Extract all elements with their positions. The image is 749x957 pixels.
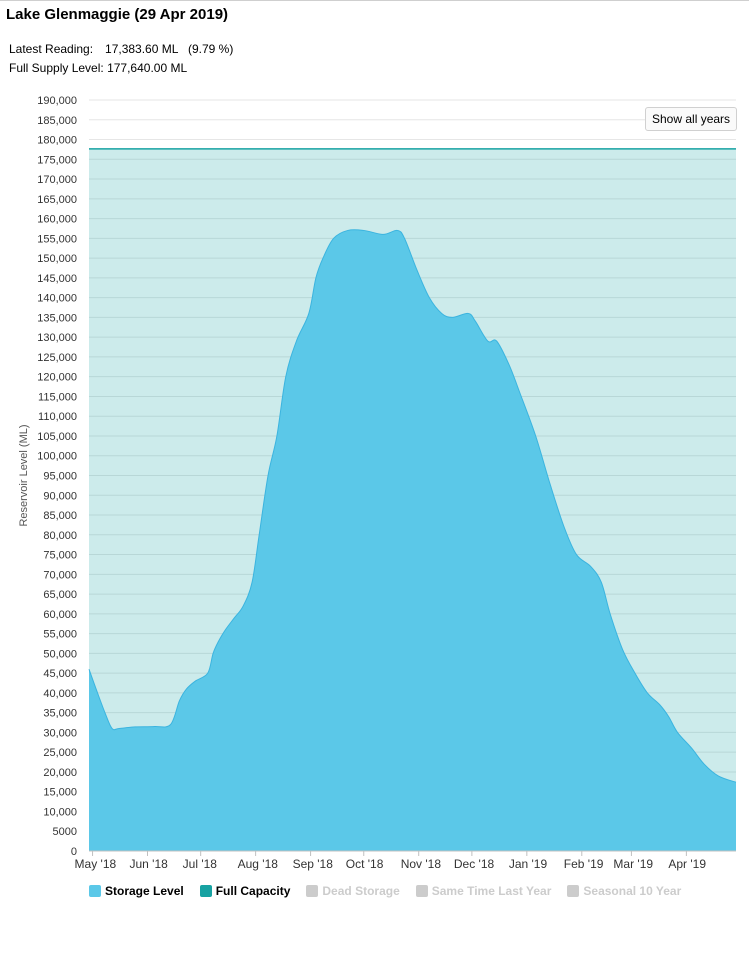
legend-swatch [199,885,212,897]
legend-label: Dead Storage [322,884,400,898]
y-tick-label: 125,000 [37,352,77,364]
legend-label: Same Time Last Year [431,884,552,898]
x-tick-label: Apr '19 [668,857,706,871]
x-tick-label: Mar '19 [613,857,653,871]
y-tick-label: 55,000 [43,629,77,641]
y-tick-label: 0 [71,846,77,858]
x-tick-label: Nov '18 [401,857,442,871]
storage-level-line [88,229,737,783]
y-tick-label: 95,000 [43,471,77,483]
x-tick-label: Dec '18 [454,857,495,871]
y-tick-label: 185,000 [37,115,77,127]
y-tick-label: 85,000 [43,510,77,522]
legend-swatch [567,885,580,897]
y-tick-label: 40,000 [43,688,77,700]
show-all-years-button[interactable]: Show all years [645,107,738,131]
legend-swatch [89,885,101,897]
reservoir-level-chart: May '18 Jun '18 Jul '18 Aug '18 Sep '18 Oct '… [18,95,737,871]
y-tick-label: 60,000 [43,609,77,621]
latest-reading-percent: (9.79 %) [187,42,234,56]
y-tick-label: 15,000 [43,787,77,799]
x-tick-label: Jul '18 [183,857,218,871]
y-tick-label: 50,000 [43,648,77,660]
y-tick-label: 180,000 [37,135,77,147]
y-tick-label: 45,000 [43,668,77,680]
y-tick-label: 160,000 [37,214,77,226]
page-title: Lake Glenmaggie (29 Apr 2019) [6,6,229,23]
y-tick-label: 145,000 [37,273,77,285]
y-tick-label: 120,000 [37,372,77,384]
y-tick-label: 175,000 [37,154,77,166]
y-tick-label: 75,000 [43,550,77,562]
legend-label: Storage Level [105,884,184,898]
full-supply-level-label: Full Supply Level: [9,61,104,75]
y-tick-label: 165,000 [37,194,77,206]
x-tick-label: Oct '18 [346,857,384,871]
y-tick-label: 25,000 [43,747,77,759]
y-tick-label: 65,000 [43,589,77,601]
y-tick-label: 90,000 [43,490,77,502]
latest-reading-label: Latest Reading: [9,42,94,56]
x-tick-label: Sep '18 [293,857,334,871]
legend-label: Seasonal 10 Year [583,884,682,898]
legend-item-storage-level[interactable]: Storage Level [89,884,184,898]
legend-swatch [306,885,319,897]
y-tick-label: 30,000 [43,727,77,739]
y-tick-label: 140,000 [37,293,77,305]
legend-item-full-capacity[interactable]: Full Capacity [199,884,291,898]
y-tick-label: 100,000 [37,451,77,463]
y-tick-label: 20,000 [43,767,77,779]
y-tick-label: 80,000 [43,530,77,542]
y-tick-label: 190,000 [37,95,77,107]
y-tick-label: 155,000 [37,233,77,245]
y-tick-label: 115,000 [38,391,77,403]
legend-item-dead-storage[interactable]: Dead Storage [306,884,400,898]
y-tick-label: 170,000 [37,174,77,186]
x-tick-label: May '18 [75,857,117,871]
y-tick-label: 70,000 [43,569,77,581]
y-tick-label: 5000 [53,826,77,838]
y-tick-label: 130,000 [37,332,77,344]
latest-reading-value: 17,383.60 ML [105,42,178,56]
legend-item-same-time-last-year[interactable]: Same Time Last Year [415,884,552,898]
legend-swatch [415,885,428,897]
legend-label: Full Capacity [215,884,291,898]
x-tick-label: Jun '18 [129,857,168,871]
y-tick-label: 105,000 [37,431,77,443]
x-tick-label: Feb '19 [564,857,604,871]
legend-item-seasonal-10-year[interactable]: Seasonal 10 Year [567,884,681,898]
top-divider [0,0,749,1]
y-tick-label: 135,000 [37,312,77,324]
y-tick-label: 150,000 [37,253,77,265]
storage-level-area [89,229,736,852]
x-tick-label: Jan '19 [509,857,548,871]
y-axis-title: Reservoir Level (ML) [18,424,30,526]
y-tick-label: 10,000 [43,806,77,818]
full-supply-level-row: Full Supply Level: 177,640.00 ML [9,61,187,75]
y-tick-label: 110,000 [38,411,77,423]
full-supply-level-value: 177,640.00 ML [107,61,188,75]
latest-reading-row: Latest Reading: 17,383.60 ML (9.79 %) [9,42,233,56]
x-tick-label: Aug '18 [238,857,279,871]
y-tick-label: 35,000 [43,708,77,720]
chart-legend: Storage Level Full Capacity Dead Storage… [89,883,697,899]
